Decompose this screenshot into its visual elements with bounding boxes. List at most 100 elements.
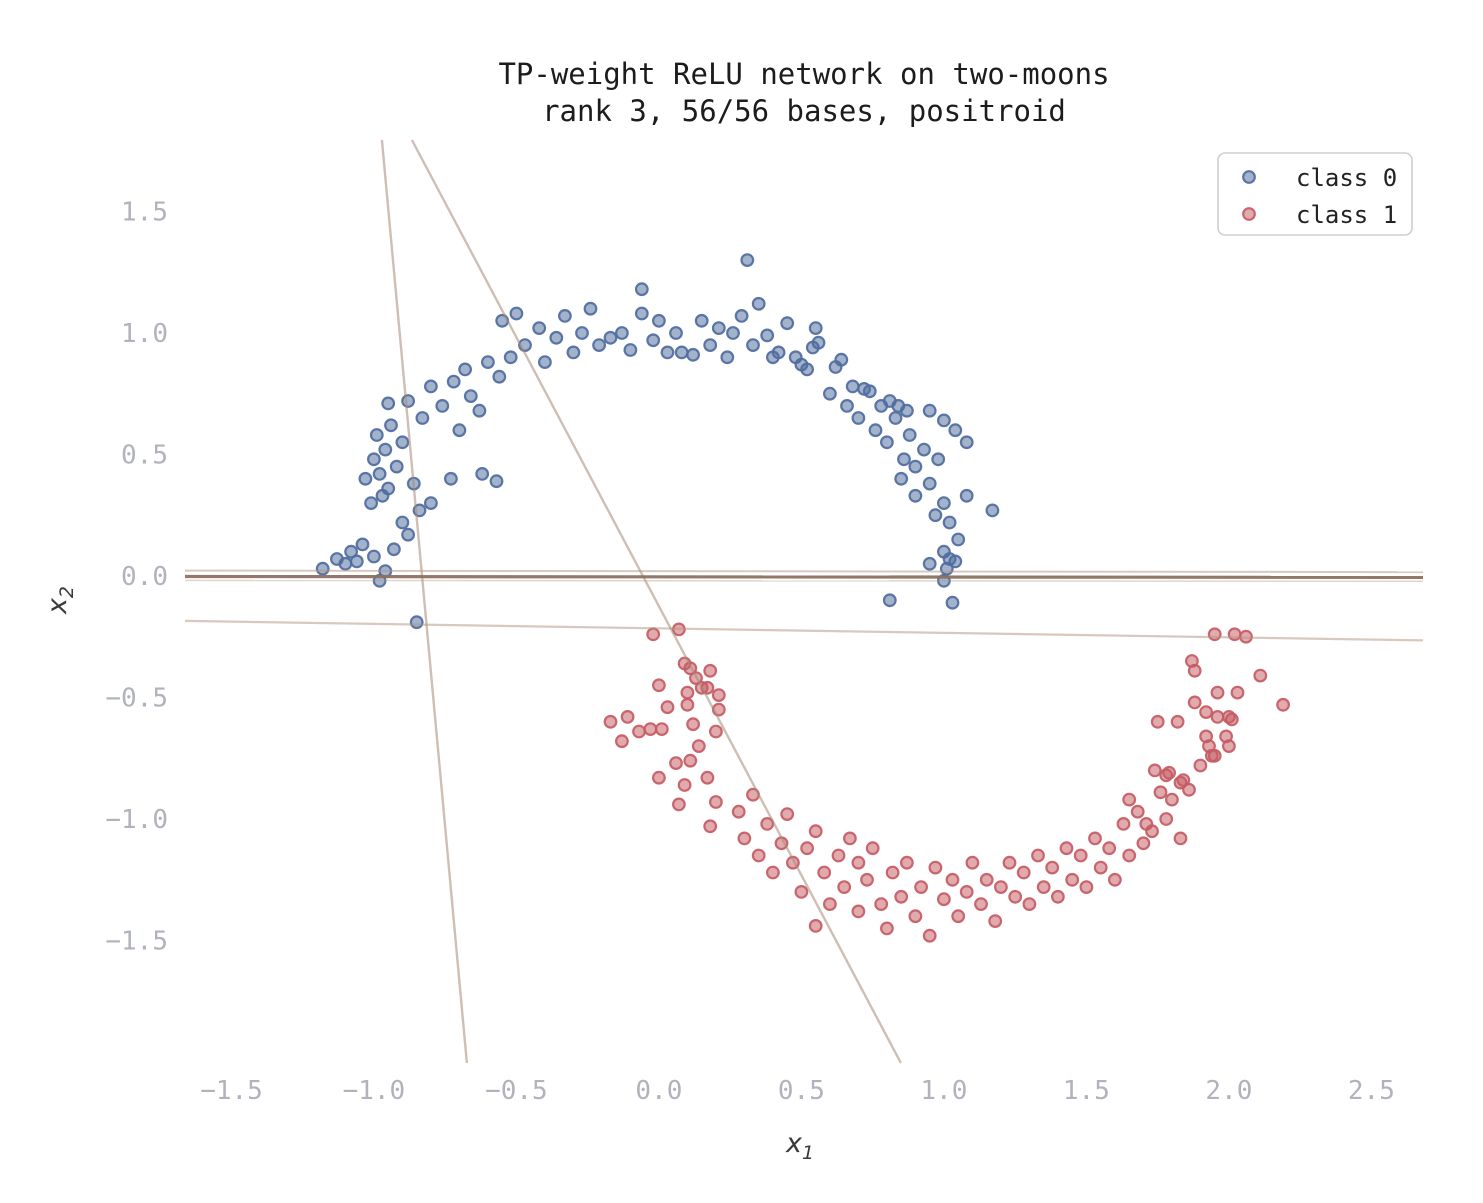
data-point-class-1 [709,724,723,739]
data-point-class-1 [1164,792,1179,807]
data-point-class-1 [894,889,909,904]
data-point-class-0 [349,554,364,569]
data-point-class-0 [452,423,467,438]
data-point-class-1 [780,807,795,821]
data-point-class-1 [654,722,669,736]
data-point-class-1 [751,848,766,863]
x-axis-tick-labels: −1.5 −1.0 −0.5 0.0 0.5 1.0 1.5 2.0 2.5 [200,1076,1395,1106]
x-tick-2.0: 2.0 [1205,1076,1252,1106]
chart-title-line2: rank 3, 56/56 bases, positroid [542,94,1066,128]
hyperplane-zero-upper [184,569,1424,574]
data-point-class-0 [851,411,866,425]
x-tick-−1.5: −1.5 [200,1076,263,1106]
data-point-class-1 [959,885,974,899]
data-point-class-1 [823,897,837,911]
data-point-class-0 [686,347,700,362]
data-point-class-0 [364,496,379,511]
data-point-class-1 [680,685,695,700]
x-axis-label-subscript: 1 [802,1142,814,1164]
data-point-class-1 [1224,712,1239,727]
chart-title-line1: TP-weight ReLU network on two-moons [498,57,1109,91]
y-tick-−1.5: −1.5 [105,927,168,957]
data-point-class-1 [680,697,695,712]
data-point-class-1 [1065,872,1080,887]
data-point-class-0 [931,452,946,467]
data-point-class-1 [686,717,700,732]
data-point-class-1 [951,909,966,924]
data-point-class-0 [811,335,826,350]
data-point-class-1 [1016,865,1031,880]
data-point-class-1 [1199,705,1213,719]
y-axis-label: x2 [42,586,78,615]
data-point-class-0 [694,313,709,328]
data-point-class-1 [1073,848,1088,863]
data-point-class-0 [389,459,404,474]
y-tick-0.0: 0.0 [121,562,168,592]
data-point-class-0 [834,352,849,367]
data-point-class-1 [979,872,994,887]
data-point-class-1 [1122,848,1137,863]
data-point-class-0 [948,423,963,438]
data-point-class-1 [632,724,646,739]
scatter-points-layer [315,253,1290,943]
data-point-class-0 [475,467,490,481]
data-point-class-1 [1193,758,1208,773]
data-point-class-0 [549,330,564,345]
data-point-class-0 [959,435,974,450]
data-point-class-0 [338,556,353,571]
data-point-class-1 [620,710,635,724]
data-point-class-1 [874,897,889,911]
data-point-class-1 [1150,714,1165,729]
data-point-class-0 [603,330,618,345]
data-point-class-1 [652,770,666,785]
data-point-class-1 [1079,880,1094,894]
data-point-class-1 [1122,792,1137,807]
data-point-class-1 [677,778,692,792]
data-point-class-1 [1176,773,1191,787]
data-point-class-0 [908,488,923,503]
data-point-class-1 [885,865,900,880]
data-point-class-1 [660,700,675,715]
data-point-class-1 [1153,785,1168,800]
data-point-class-0 [401,527,416,542]
data-point-class-0 [623,343,638,357]
legend-label-class1: class 1 [1296,201,1397,229]
data-point-class-1 [652,678,666,693]
data-point-class-0 [780,316,795,331]
data-point-class-0 [937,413,951,428]
x-tick-0.0: 0.0 [635,1076,682,1106]
data-point-class-1 [800,841,814,856]
data-point-class-1 [922,928,937,943]
data-point-class-0 [917,442,931,457]
data-point-class-1 [1230,685,1245,700]
data-point-class-0 [734,309,749,323]
data-point-class-1 [1173,831,1188,846]
data-point-class-1 [703,819,718,834]
data-point-class-0 [381,396,396,411]
data-point-class-0 [538,355,552,370]
data-point-class-1 [703,663,718,678]
data-point-class-0 [948,554,963,569]
data-point-class-0 [703,338,718,353]
data-point-class-1 [937,892,951,907]
data-point-class-0 [458,362,473,377]
data-point-class-0 [720,350,735,365]
data-point-class-0 [937,496,951,511]
data-point-class-1 [1170,714,1185,729]
data-point-class-1 [711,688,726,702]
data-point-class-1 [603,714,618,729]
data-point-class-1 [794,885,809,899]
data-point-class-1 [646,627,661,642]
data-point-class-0 [387,542,401,557]
hyperplane-diagonal [410,139,902,1064]
data-point-class-1 [669,756,683,770]
data-point-class-1 [880,921,894,936]
data-point-class-0 [771,345,786,360]
data-point-class-1 [1093,860,1108,875]
legend-box [1217,152,1413,236]
data-point-class-0 [367,452,381,467]
data-point-class-1 [808,919,823,933]
data-point-class-0 [424,379,438,394]
hyperplane-sloped-faint [184,619,1424,642]
x-tick-2.5: 2.5 [1348,1076,1395,1106]
